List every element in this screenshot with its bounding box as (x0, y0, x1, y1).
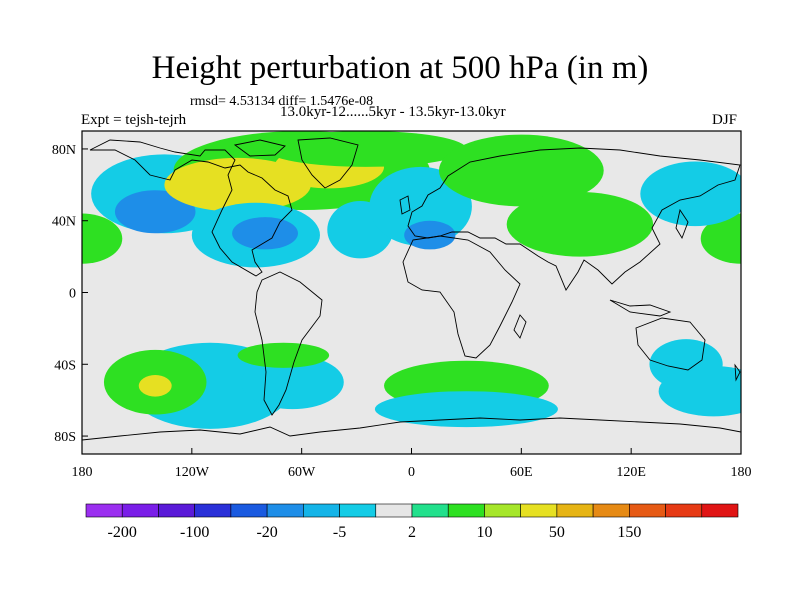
colorbar-swatch (665, 503, 703, 518)
y-tick-label: 0 (69, 287, 76, 302)
colorbar-label: 2 (408, 524, 416, 541)
x-tick-label: 180 (731, 465, 752, 480)
anomaly-region (114, 190, 196, 234)
colorbar-label: 50 (549, 524, 565, 541)
colorbar-swatch (411, 503, 449, 518)
colorbar-label: -20 (256, 524, 277, 541)
colorbar-label: 10 (476, 524, 492, 541)
colorbar-swatch (484, 503, 521, 518)
x-tick-label: 60E (510, 465, 533, 480)
anomaly-region (232, 217, 299, 250)
anomaly-region (658, 366, 741, 417)
anomaly-region (506, 192, 654, 257)
colorbar-swatch (701, 503, 739, 518)
colorbar-swatch (194, 503, 232, 518)
colorbar-swatch (556, 503, 594, 518)
x-axis: 180 120W 60W 0 60E 120E 180 (72, 448, 752, 480)
experiment-label: Expt = tejsh-tejrh (81, 112, 187, 128)
anomaly-region (138, 375, 172, 397)
anomaly-region (404, 220, 456, 250)
y-tick-label: 80N (52, 143, 76, 158)
anomaly-region (438, 134, 604, 207)
colorbar-label: 150 (617, 524, 641, 541)
anomaly-region (241, 355, 344, 410)
x-tick-label: 0 (408, 465, 415, 480)
season-label: DJF (712, 112, 738, 128)
colorbar-label: -5 (333, 524, 346, 541)
anomaly-region (700, 213, 741, 264)
anomaly-region (374, 391, 558, 428)
anomaly-region (640, 161, 741, 227)
anomaly-region (265, 131, 467, 167)
anomaly-region (237, 342, 330, 368)
colorbar-swatch (121, 503, 159, 518)
anomaly-region (82, 213, 123, 264)
colorbar-swatch (158, 503, 195, 518)
y-axis: 80N 40N 0 40S 80S (52, 143, 88, 445)
colorbar-label: -100 (180, 524, 209, 541)
map-title: Height perturbation at 500 hPa (in m) (151, 50, 649, 86)
colorbar-swatch (629, 503, 666, 518)
colorbar: -200 -100 -20 -5 2 10 50 150 (85, 503, 739, 541)
colorbar-swatch (339, 503, 377, 518)
y-tick-label: 80S (54, 430, 76, 445)
colorbar-swatch (592, 503, 630, 518)
colorbar-label: -200 (108, 524, 137, 541)
colorbar-swatch (266, 503, 304, 518)
colorbar-swatch (85, 503, 123, 518)
x-tick-label: 120W (175, 465, 210, 480)
colorbar-swatch (230, 503, 268, 518)
x-tick-label: 120E (616, 465, 646, 480)
colorbar-swatch (447, 503, 485, 518)
y-tick-label: 40S (54, 358, 76, 373)
coastlines (82, 137, 741, 441)
rmsd-stats: rmsd= 4.53134 diff= 1.5476e-08 (190, 94, 374, 109)
colorbar-swatch (375, 503, 413, 518)
colorbar-swatch (520, 503, 558, 518)
anomaly-region (164, 157, 311, 212)
x-tick-label: 180 (72, 465, 93, 480)
y-tick-label: 40N (52, 215, 76, 230)
colorbar-swatch (303, 503, 340, 518)
x-tick-label: 60W (288, 465, 316, 480)
height-field (82, 131, 741, 429)
period-label: 13.0kyr-12......5kyr - 13.5kyr-13.0kyr (280, 104, 506, 120)
